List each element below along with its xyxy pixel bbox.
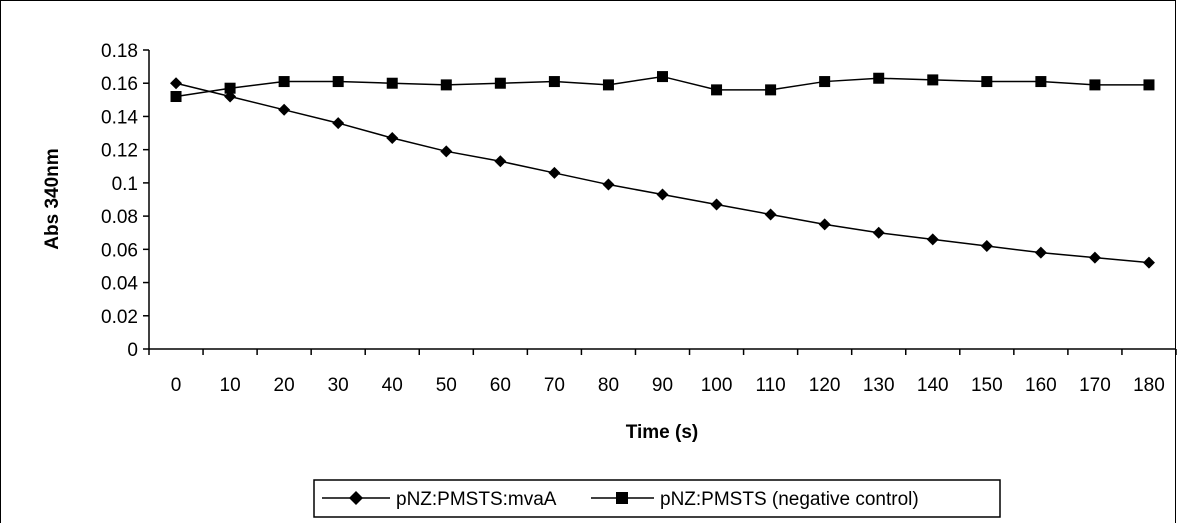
diamond-marker <box>332 117 345 130</box>
diamond-marker <box>440 145 453 158</box>
x-tick-label: 160 <box>1025 375 1057 396</box>
x-tick-label: 180 <box>1133 375 1165 396</box>
x-tick-label: 90 <box>652 375 673 396</box>
y-axis: 0 0.02 0.04 0.06 0.08 0.1 0.12 0.14 0.16 0.18 <box>101 41 150 361</box>
square-marker <box>602 79 614 91</box>
x-tick-label: 50 <box>436 375 457 396</box>
square-marker <box>224 82 236 94</box>
legend-diamond-marker <box>349 491 363 505</box>
x-tick-label: 120 <box>809 375 841 396</box>
square-marker <box>332 76 344 88</box>
square-marker <box>819 76 831 88</box>
x-tick-label: 70 <box>544 375 565 396</box>
y-tick-label: 0.1 <box>112 174 138 195</box>
diamond-marker <box>818 218 831 231</box>
diamond-marker <box>494 155 507 168</box>
y-tick-label: 0 <box>127 340 138 361</box>
y-tick-label: 0.04 <box>101 274 138 295</box>
diamond-marker <box>926 233 939 246</box>
square-marker <box>657 71 668 83</box>
diamond-marker <box>1142 256 1155 269</box>
y-tick-label: 0.02 <box>101 307 138 328</box>
series-group <box>170 71 1155 269</box>
x-tick-label: 100 <box>701 375 733 396</box>
square-marker <box>873 72 885 84</box>
x-axis-title: Time (s) <box>626 422 699 443</box>
y-tick-label: 0.12 <box>101 141 138 162</box>
square-marker <box>981 76 993 88</box>
y-tick-label: 0.06 <box>101 240 138 261</box>
legend-label-mvaA: pNZ:PMSTS:mvaA <box>396 489 557 510</box>
y-tick-label: 0.18 <box>101 41 138 62</box>
square-marker <box>548 76 560 88</box>
y-tick-label: 0.16 <box>101 74 138 95</box>
x-axis: 0 10 20 30 40 50 60 70 80 90 100 110 120 130 140 150 160… <box>148 348 1177 396</box>
square-marker <box>170 91 182 103</box>
diamond-marker <box>764 208 777 221</box>
series-line-1 <box>175 82 1150 264</box>
legend-box <box>313 479 1001 518</box>
diamond-marker <box>980 240 993 253</box>
legend-label-control: pNZ:PMSTS (negative control) <box>660 489 919 510</box>
square-marker <box>711 84 723 96</box>
square-marker <box>494 77 506 89</box>
diamond-marker <box>278 103 291 116</box>
x-tick-label: 60 <box>490 375 511 396</box>
x-tick-label: 170 <box>1079 375 1111 396</box>
square-marker <box>440 79 452 91</box>
x-tick-label: 130 <box>863 375 895 396</box>
diamond-marker <box>170 77 183 90</box>
legend-square-marker <box>616 492 628 504</box>
square-marker <box>1089 79 1101 91</box>
diamond-marker <box>656 188 669 201</box>
x-tick-label: 40 <box>382 375 403 396</box>
y-tick-label: 0.08 <box>101 207 138 228</box>
square-marker <box>278 76 290 88</box>
x-tick-label: 0 <box>171 375 182 396</box>
legend: pNZ:PMSTS:mvaA pNZ:PMSTS (negative contr… <box>313 479 1001 518</box>
x-tick-label: 110 <box>755 375 785 396</box>
y-axis-title: Abs 340nm <box>42 148 63 249</box>
diamond-marker <box>386 132 399 145</box>
x-tick-label: 80 <box>598 375 619 396</box>
y-tick-label: 0.14 <box>101 107 138 128</box>
x-tick-label: 20 <box>274 375 295 396</box>
square-marker <box>927 74 939 86</box>
diamond-marker <box>602 178 615 191</box>
x-tick-label: 10 <box>220 375 241 396</box>
square-marker <box>765 84 777 96</box>
x-tick-label: 30 <box>328 375 349 396</box>
diamond-marker <box>1034 246 1047 259</box>
square-marker <box>386 77 398 89</box>
x-tick-label: 150 <box>971 375 1003 396</box>
diamond-marker <box>548 166 561 179</box>
square-marker <box>1143 79 1155 91</box>
x-tick-label: 140 <box>917 375 949 396</box>
diamond-marker <box>872 226 885 239</box>
diamond-marker <box>1088 251 1101 264</box>
square-marker <box>1035 76 1047 88</box>
diamond-marker <box>710 198 723 211</box>
